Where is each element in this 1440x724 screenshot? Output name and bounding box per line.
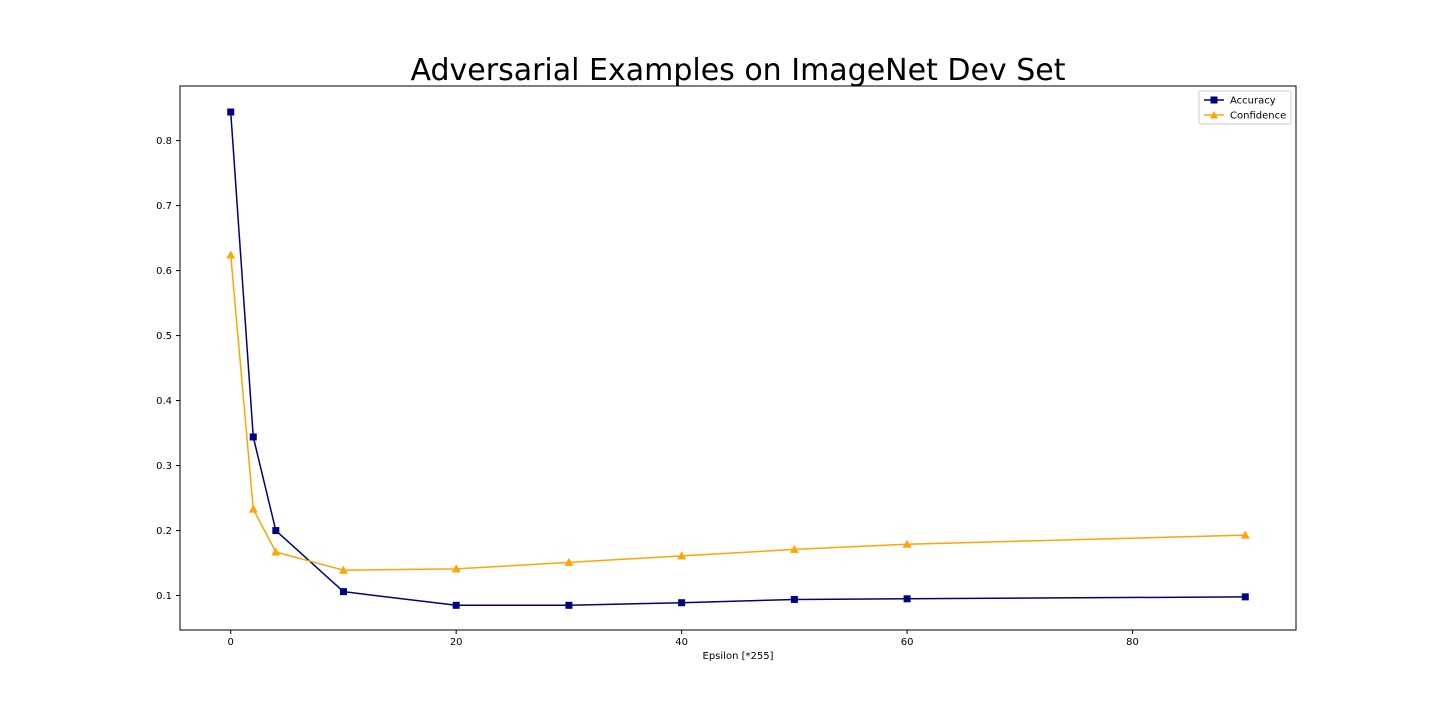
- chart-title: Adversarial Examples on ImageNet Dev Set: [410, 53, 1065, 88]
- y-tick-label: 0.7: [156, 201, 172, 212]
- y-tick-label: 0.4: [156, 396, 172, 407]
- accuracy-point: [1241, 593, 1249, 601]
- confidence-point: [271, 547, 281, 556]
- legend-accuracy-marker: [1210, 96, 1218, 104]
- series-layer: [226, 108, 1250, 609]
- confidence-point: [677, 551, 687, 560]
- accuracy-point: [249, 433, 257, 441]
- series-accuracy: [227, 108, 1249, 609]
- confidence-point: [226, 250, 236, 259]
- accuracy-point: [339, 588, 347, 596]
- x-axis: 0 20 40 60 80: [228, 630, 1139, 648]
- confidence-point: [451, 564, 461, 573]
- confidence-point: [1240, 530, 1250, 539]
- x-tick-label: 20: [450, 637, 463, 648]
- x-tick-label: 60: [901, 637, 914, 648]
- y-tick-label: 0.5: [156, 331, 172, 342]
- y-tick-label: 0.1: [156, 591, 172, 602]
- plot-area: [179, 85, 1297, 631]
- accuracy-line: [229, 111, 1247, 607]
- y-tick-label: 0.6: [156, 266, 172, 277]
- legend-confidence-label: Confidence: [1230, 111, 1286, 122]
- accuracy-point: [678, 599, 686, 607]
- y-axis: 0.1 0.2 0.3 0.4 0.5 0.6 0.7 0.8: [156, 136, 180, 602]
- confidence-line: [229, 254, 1247, 571]
- x-tick-label: 80: [1126, 637, 1139, 648]
- confidence-point: [902, 539, 912, 548]
- accuracy-point: [227, 108, 235, 116]
- legend-confidence-marker: [1210, 111, 1218, 119]
- legend-accuracy-label: Accuracy: [1230, 96, 1276, 107]
- x-tick-label: 0: [228, 637, 234, 648]
- confidence-point: [338, 565, 348, 574]
- confidence-point: [789, 544, 799, 553]
- x-tick-label: 40: [675, 637, 688, 648]
- series-confidence: [226, 250, 1250, 574]
- x-axis-label: Epsilon [*255]: [703, 651, 774, 662]
- accuracy-point: [452, 601, 460, 609]
- y-tick-label: 0.3: [156, 461, 172, 472]
- legend: Accuracy Confidence: [1198, 90, 1292, 125]
- accuracy-point: [903, 595, 911, 603]
- accuracy-point: [790, 595, 798, 603]
- accuracy-point: [565, 601, 573, 609]
- confidence-point: [248, 504, 258, 513]
- y-tick-label: 0.2: [156, 526, 172, 537]
- accuracy-point: [272, 527, 280, 535]
- y-tick-label: 0.8: [156, 136, 172, 147]
- confidence-point: [564, 557, 574, 566]
